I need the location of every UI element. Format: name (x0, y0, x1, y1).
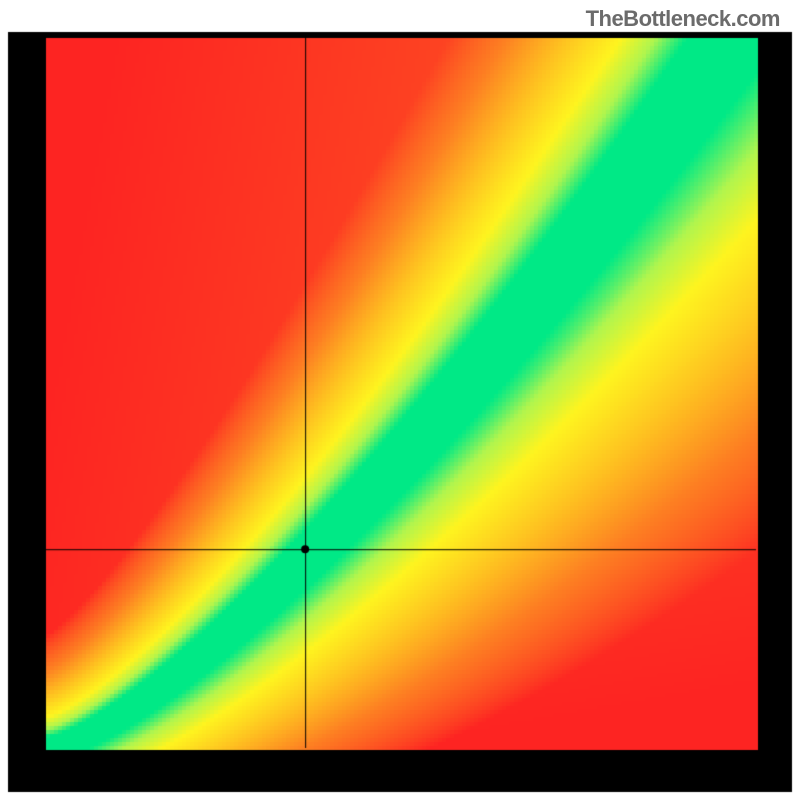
watermark-text: TheBottleneck.com (586, 6, 780, 32)
bottleneck-heatmap (0, 0, 800, 800)
